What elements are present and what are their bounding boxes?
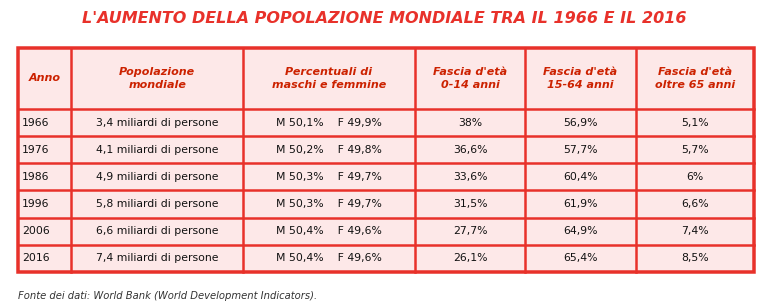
Text: 27,7%: 27,7% bbox=[453, 226, 488, 236]
Text: 4,1 miliardi di persone: 4,1 miliardi di persone bbox=[96, 145, 219, 155]
Text: 1966: 1966 bbox=[22, 118, 50, 128]
Text: Popolazione
mondiale: Popolazione mondiale bbox=[119, 67, 195, 90]
Text: 61,9%: 61,9% bbox=[563, 199, 598, 209]
Text: 64,9%: 64,9% bbox=[563, 226, 598, 236]
Text: 5,8 miliardi di persone: 5,8 miliardi di persone bbox=[96, 199, 219, 209]
Text: 38%: 38% bbox=[458, 118, 482, 128]
Text: 1996: 1996 bbox=[22, 199, 50, 209]
Text: 6,6%: 6,6% bbox=[681, 199, 709, 209]
Text: 56,9%: 56,9% bbox=[563, 118, 598, 128]
Text: Fonte dei dati: World Bank (World Development Indicators).: Fonte dei dati: World Bank (World Develo… bbox=[18, 291, 317, 301]
Text: 2006: 2006 bbox=[22, 226, 50, 236]
Text: 33,6%: 33,6% bbox=[453, 172, 488, 182]
Text: 5,1%: 5,1% bbox=[681, 118, 709, 128]
Text: 8,5%: 8,5% bbox=[681, 253, 709, 263]
Text: Fascia d'età
oltre 65 anni: Fascia d'età oltre 65 anni bbox=[655, 67, 735, 90]
Text: Fascia d'età
0-14 anni: Fascia d'età 0-14 anni bbox=[433, 67, 507, 90]
Text: M 50,2%    F 49,8%: M 50,2% F 49,8% bbox=[276, 145, 382, 155]
Text: 65,4%: 65,4% bbox=[563, 253, 598, 263]
Text: M 50,3%    F 49,7%: M 50,3% F 49,7% bbox=[276, 172, 382, 182]
Text: L'AUMENTO DELLA POPOLAZIONE MONDIALE TRA IL 1966 E IL 2016: L'AUMENTO DELLA POPOLAZIONE MONDIALE TRA… bbox=[81, 11, 687, 26]
Text: M 50,4%    F 49,6%: M 50,4% F 49,6% bbox=[276, 253, 382, 263]
Text: 1976: 1976 bbox=[22, 145, 50, 155]
Text: 31,5%: 31,5% bbox=[453, 199, 488, 209]
Text: Anno: Anno bbox=[29, 73, 61, 84]
Text: 1986: 1986 bbox=[22, 172, 50, 182]
Text: 4,9 miliardi di persone: 4,9 miliardi di persone bbox=[96, 172, 219, 182]
Text: M 50,4%    F 49,6%: M 50,4% F 49,6% bbox=[276, 226, 382, 236]
Text: 5,7%: 5,7% bbox=[681, 145, 709, 155]
Text: M 50,1%    F 49,9%: M 50,1% F 49,9% bbox=[276, 118, 382, 128]
Text: 7,4%: 7,4% bbox=[681, 226, 709, 236]
Text: Fascia d'età
15-64 anni: Fascia d'età 15-64 anni bbox=[544, 67, 617, 90]
Text: 26,1%: 26,1% bbox=[453, 253, 488, 263]
Text: 7,4 miliardi di persone: 7,4 miliardi di persone bbox=[96, 253, 219, 263]
Text: M 50,3%    F 49,7%: M 50,3% F 49,7% bbox=[276, 199, 382, 209]
Text: 3,4 miliardi di persone: 3,4 miliardi di persone bbox=[96, 118, 219, 128]
Text: 2016: 2016 bbox=[22, 253, 50, 263]
Text: 57,7%: 57,7% bbox=[563, 145, 598, 155]
Text: 60,4%: 60,4% bbox=[563, 172, 598, 182]
Text: Percentuali di
maschi e femmine: Percentuali di maschi e femmine bbox=[272, 67, 386, 90]
Text: 6%: 6% bbox=[687, 172, 703, 182]
Text: 6,6 miliardi di persone: 6,6 miliardi di persone bbox=[96, 226, 219, 236]
Text: 36,6%: 36,6% bbox=[453, 145, 488, 155]
